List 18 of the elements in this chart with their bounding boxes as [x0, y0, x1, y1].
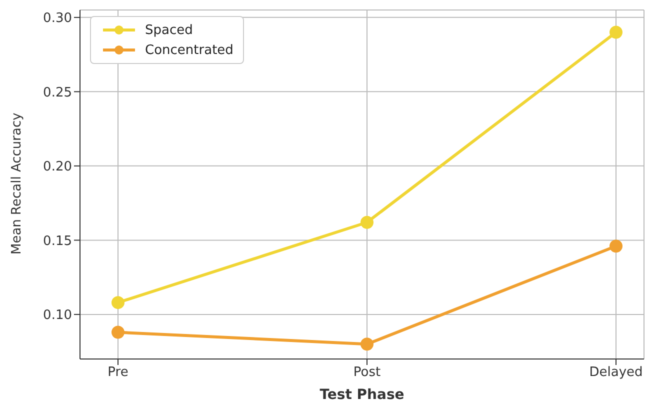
y-tick-label: 0.15 [43, 234, 72, 249]
y-tick-label: 0.30 [43, 11, 72, 26]
point [360, 338, 374, 351]
y-tick-label: 0.10 [43, 308, 72, 324]
point [112, 326, 124, 339]
point [112, 296, 124, 310]
y-tick-label: 0.20 [43, 160, 72, 175]
point [360, 216, 374, 229]
y-axis-title: Mean Recall Accuracy [10, 112, 25, 254]
x-axis-title: Test Phase [320, 387, 404, 403]
y-tick-label: 0.25 [43, 85, 72, 100]
legend-label: Spaced [145, 22, 193, 38]
point [610, 26, 622, 39]
legend-label: Concentrated [145, 42, 234, 58]
point [610, 240, 622, 253]
x-tick-label: Pre [108, 365, 128, 380]
x-tick-label: Post [353, 365, 381, 380]
x-tick-label: Delayed [589, 365, 643, 380]
